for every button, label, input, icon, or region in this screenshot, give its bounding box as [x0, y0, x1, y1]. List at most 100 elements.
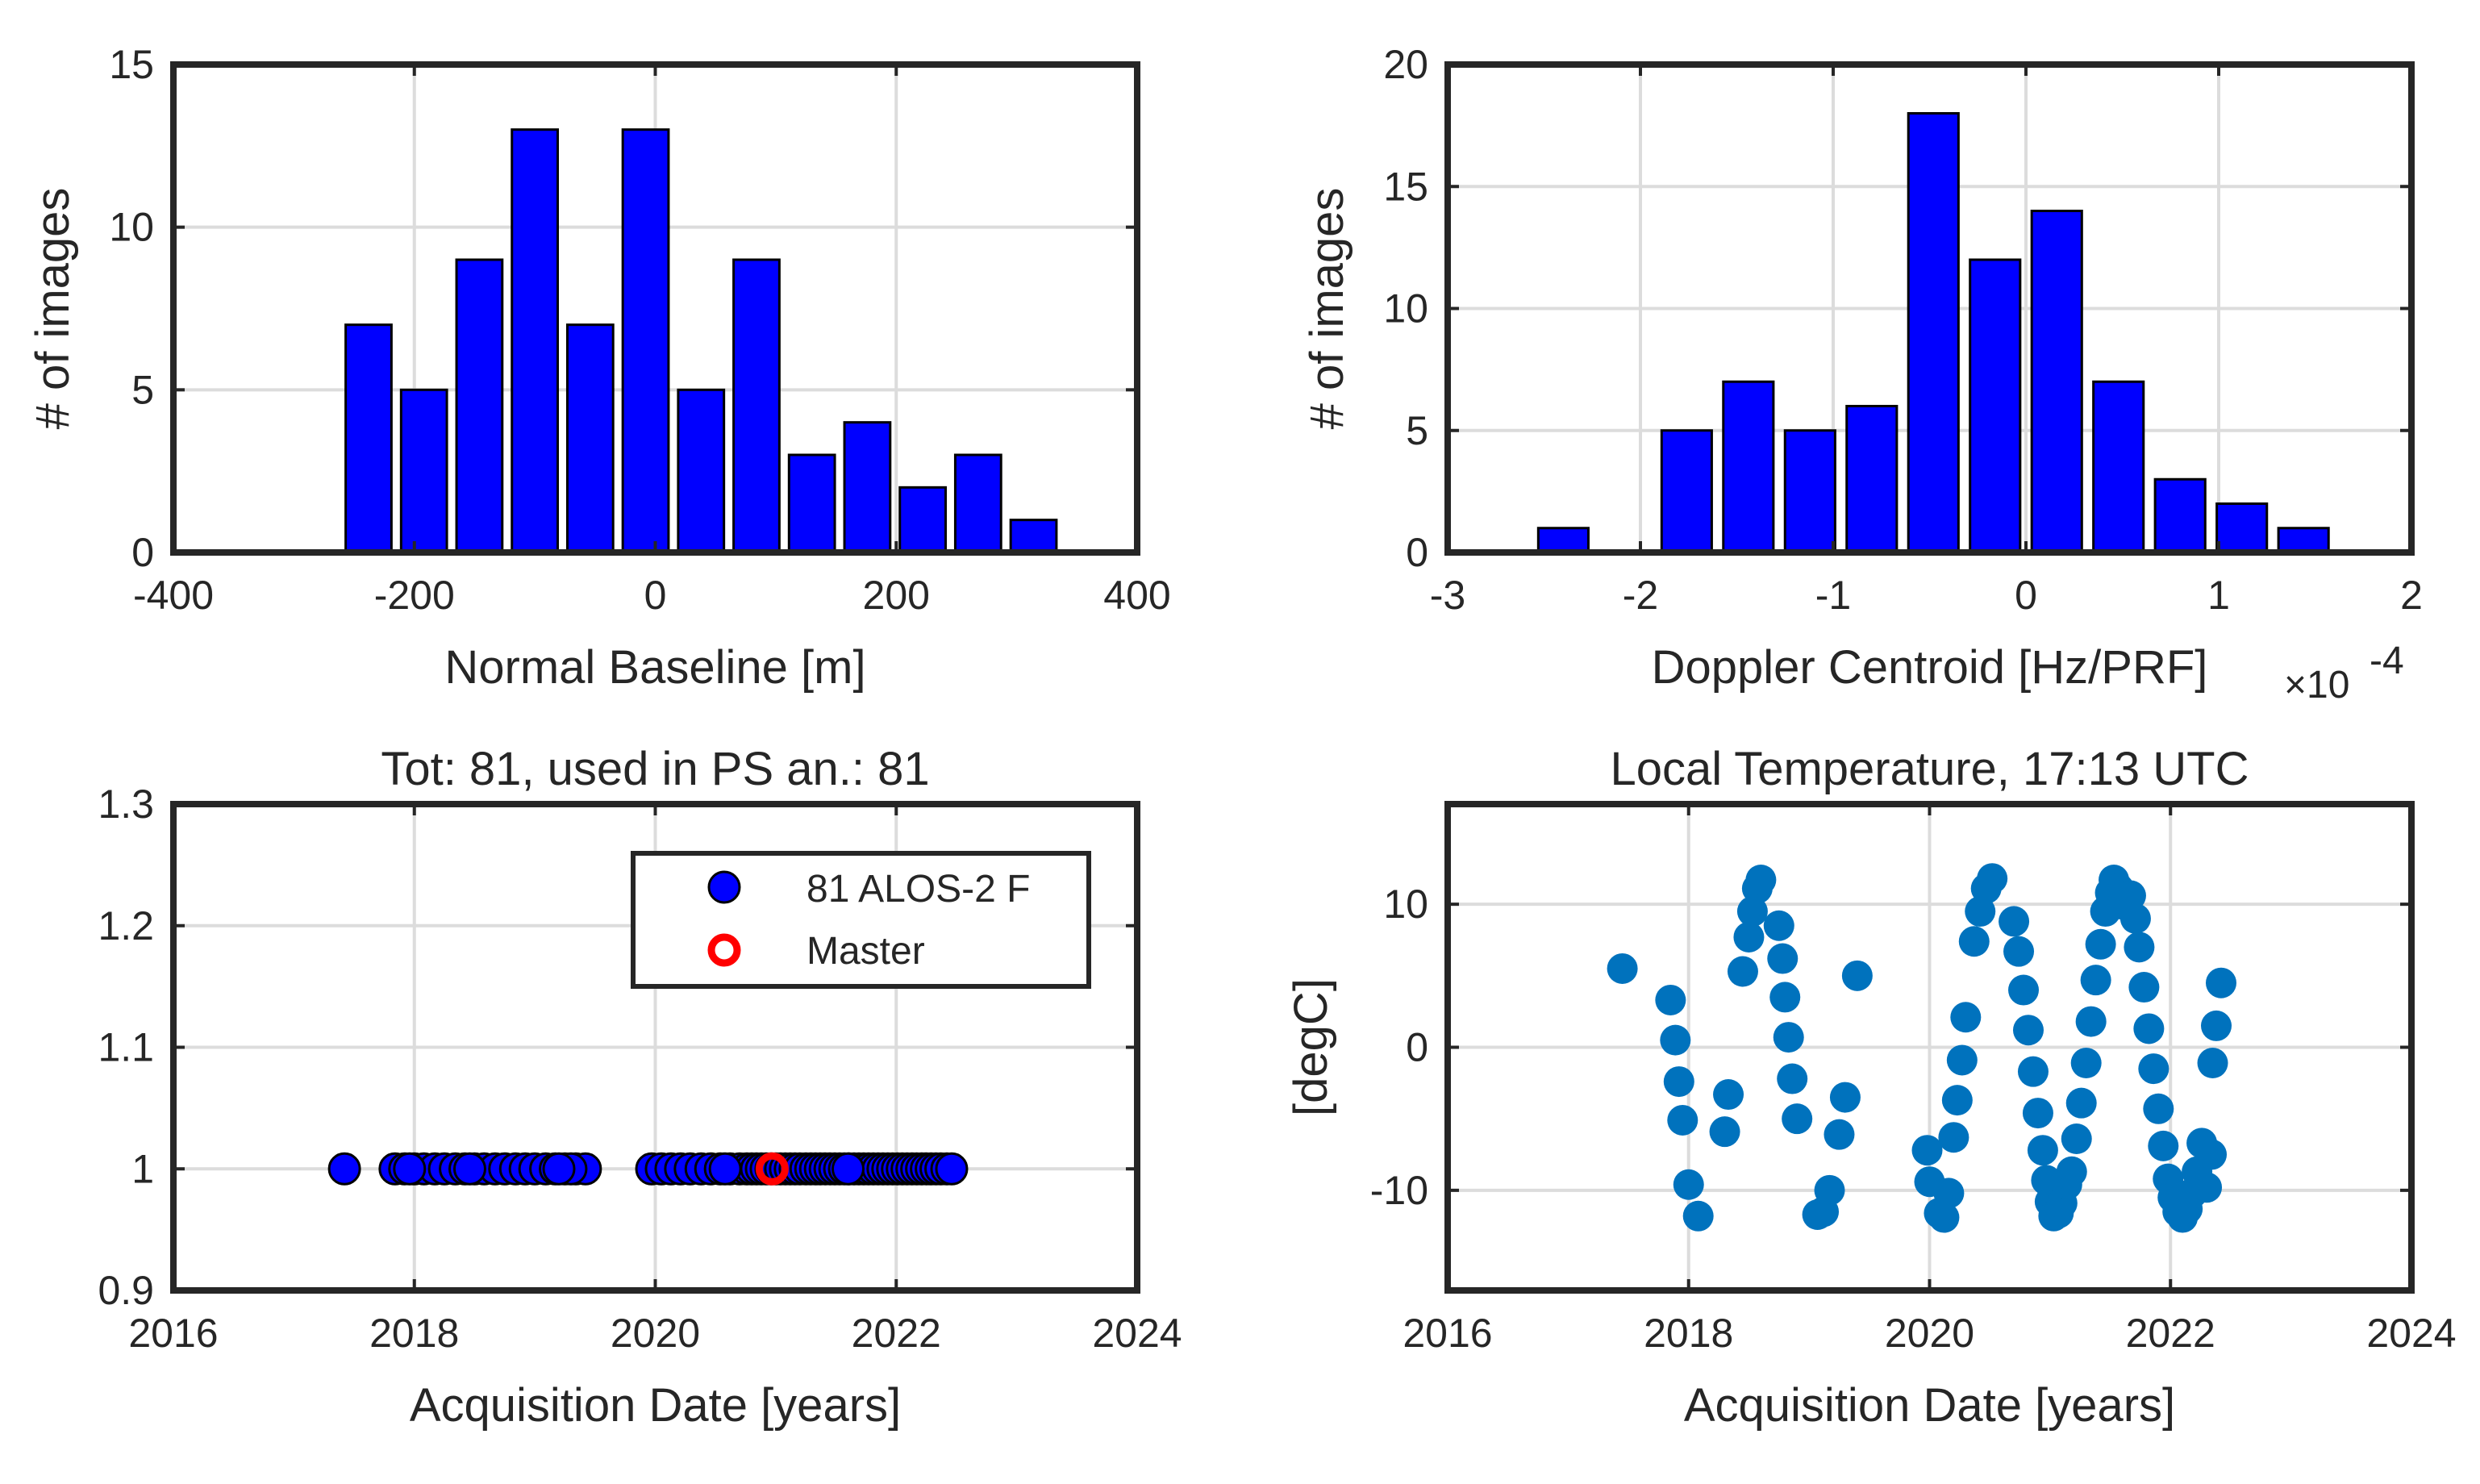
data-point	[2065, 1087, 2097, 1119]
x-tick-label: 2022	[852, 1311, 941, 1356]
x-axis-label: Normal Baseline [m]	[444, 641, 865, 694]
data-point	[542, 1152, 576, 1186]
data-point	[935, 1152, 969, 1186]
data-point	[1814, 1174, 1845, 1206]
bar	[455, 258, 504, 554]
y-tick-label: 1	[131, 1146, 154, 1191]
data-point	[2003, 936, 2035, 967]
data-point	[1938, 1122, 1969, 1153]
master-point	[755, 1152, 789, 1186]
x-tick-label: -400	[133, 573, 214, 618]
y-tick-label: 5	[131, 367, 154, 412]
data-point	[2017, 1056, 2049, 1087]
data-point	[1745, 864, 1777, 895]
bar	[732, 258, 781, 554]
data-point	[2027, 1135, 2058, 1166]
legend-entry-label: 81 ALOS-2 F	[807, 868, 1030, 911]
data-point	[1709, 1116, 1740, 1148]
data-point	[1763, 910, 1794, 941]
data-point	[1829, 1082, 1861, 1113]
legend-box	[631, 851, 1091, 989]
x-axis-label: Acquisition Date [years]	[1684, 1379, 2175, 1432]
x-tick-label: 2020	[1885, 1311, 1974, 1356]
bar	[511, 128, 560, 554]
data-point	[1824, 1119, 1855, 1150]
y-tick-label: 1.3	[98, 782, 154, 827]
legend-marker-red	[707, 933, 741, 967]
data-point	[2191, 1172, 2223, 1203]
bar	[787, 453, 836, 554]
bar	[399, 388, 448, 554]
y-tick-label: 10	[1383, 286, 1428, 331]
y-axis-label: [degC]	[1285, 978, 1337, 1116]
y-tick-label: 0.9	[98, 1268, 154, 1313]
x-exponent-power: -4	[2370, 640, 2404, 682]
x-tick-label: -3	[1430, 573, 1465, 618]
y-tick-label: 5	[1406, 408, 1428, 453]
data-point	[1950, 1002, 1982, 1033]
x-tick-label: 0	[2015, 573, 2037, 618]
data-point	[1841, 960, 1873, 991]
data-point	[2143, 1093, 2174, 1124]
data-point	[2201, 1010, 2232, 1041]
data-point	[327, 1152, 361, 1186]
data-point	[2115, 880, 2146, 911]
data-point	[2196, 1139, 2228, 1170]
y-tick-label: 10	[1383, 882, 1428, 927]
x-tick-label: 2024	[2366, 1311, 2456, 1356]
legend-marker-blue	[707, 870, 741, 904]
x-tick-label: 2022	[2126, 1311, 2215, 1356]
bar	[677, 388, 726, 554]
data-point	[2012, 1015, 2044, 1046]
data-point	[2124, 932, 2155, 963]
data-point	[1727, 956, 1758, 987]
x-tick-label: 400	[1103, 573, 1170, 618]
data-point	[708, 1152, 742, 1186]
y-tick-label: 15	[1383, 164, 1428, 209]
data-point	[1713, 1079, 1744, 1111]
data-point	[2022, 1098, 2053, 1129]
x-tick-label: 0	[644, 573, 667, 618]
x-axis-label: Doppler Centroid [Hz/PRF]	[1652, 641, 2208, 694]
y-axis-label: # of images	[1301, 188, 1353, 430]
data-point	[1767, 943, 1799, 974]
data-point	[832, 1152, 865, 1186]
data-point	[1682, 1200, 1714, 1232]
data-point	[2080, 965, 2111, 996]
chart-title: Local Temperature, 17:13 UTC	[1610, 743, 2249, 795]
y-tick-label: 0	[1406, 1025, 1428, 1070]
data-point	[1736, 896, 1768, 928]
data-point	[1773, 1022, 1804, 1053]
bar	[344, 323, 393, 554]
bar	[1536, 527, 1590, 554]
bar	[621, 128, 670, 554]
y-tick-label: -10	[1370, 1168, 1428, 1213]
chart-title: Tot: 81, used in PS an.: 81	[381, 743, 929, 795]
x-tick-label: 2018	[369, 1311, 459, 1356]
bar	[1969, 258, 2022, 554]
data-point	[2070, 1048, 2102, 1079]
bar	[1722, 380, 1775, 554]
x-axis-label: Acquisition Date [years]	[410, 1379, 901, 1432]
data-point	[1733, 921, 1765, 953]
bar	[1845, 405, 1899, 554]
data-point	[1999, 906, 2030, 937]
bar	[2153, 477, 2207, 554]
data-point	[2205, 967, 2236, 998]
y-tick-label: 10	[109, 205, 154, 250]
bar	[2030, 210, 2083, 554]
x-tick-label: 2016	[128, 1311, 218, 1356]
legend-entry-label: Master	[807, 930, 925, 973]
y-tick-label: 0	[131, 530, 154, 575]
data-point	[1782, 1103, 1813, 1135]
bar	[953, 453, 1002, 554]
bar	[1660, 429, 1713, 554]
hist_baseline-chart: -400 -200 0 200 400 0 5 10 15 Normal Baseline [m]…	[27, 42, 1171, 694]
data-point	[1673, 1169, 1704, 1200]
bar	[2277, 527, 2330, 554]
bar	[843, 421, 892, 554]
data-point	[2197, 1048, 2228, 1079]
data-point	[1977, 863, 2008, 894]
y-tick-label: 15	[109, 42, 154, 87]
